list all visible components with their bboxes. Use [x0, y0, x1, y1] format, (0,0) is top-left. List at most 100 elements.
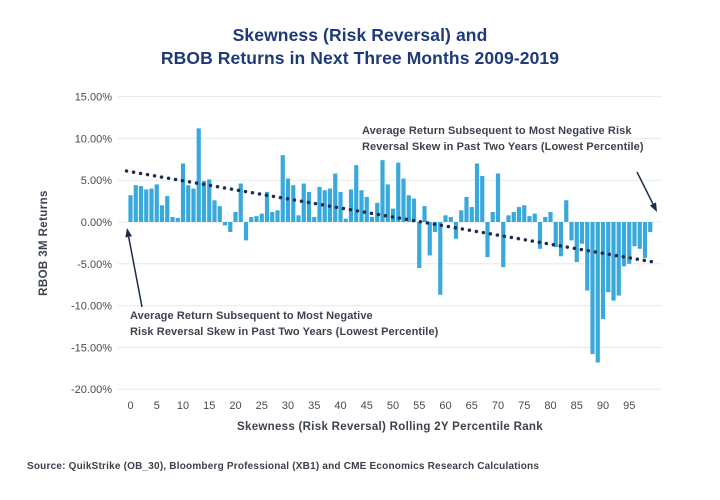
bar — [186, 185, 191, 222]
annotation-right-line2: Reversal Skew in Past Two Years (Lowest … — [362, 140, 644, 153]
y-axis-title: RBOB 3M Returns — [38, 190, 50, 296]
annotation-left-line1: Average Return Subsequent to Most Negati… — [130, 310, 373, 322]
bar — [291, 185, 296, 222]
bar — [537, 222, 543, 249]
bar — [354, 165, 359, 222]
bar — [333, 173, 338, 222]
bar — [196, 128, 201, 222]
bar — [180, 163, 186, 222]
bar — [480, 176, 485, 222]
bar — [411, 198, 417, 222]
bar — [642, 222, 648, 258]
bar — [201, 181, 207, 222]
y-tick-label: -5.00% — [77, 259, 112, 271]
y-tick-label: -10.00% — [71, 301, 112, 313]
bar — [438, 222, 443, 295]
bar — [637, 222, 642, 249]
bar — [495, 173, 501, 222]
chart-title-line1: Skewness (Risk Reversal) and — [232, 25, 488, 45]
bar — [616, 222, 621, 296]
y-tick-label: -15.00% — [71, 342, 112, 354]
bar — [322, 190, 327, 222]
bar — [516, 206, 522, 222]
right-annotation-arrow — [636, 171, 654, 205]
bar — [238, 183, 243, 222]
bar — [595, 222, 600, 363]
bar — [254, 216, 259, 222]
x-tick-label: 45 — [361, 400, 373, 412]
bar — [359, 190, 364, 222]
right-annotation-arrow-head — [649, 202, 657, 212]
bar — [149, 188, 154, 222]
bar — [548, 211, 553, 222]
left-annotation-arrow — [127, 236, 143, 308]
bar — [296, 215, 301, 222]
bar — [390, 208, 396, 222]
bar — [606, 222, 611, 293]
bar — [453, 222, 459, 239]
y-tick-label: 10.00% — [75, 133, 113, 145]
bar — [338, 191, 343, 222]
bar — [511, 211, 516, 222]
source-note: Source: QuikStrike (OB_30), Bloomberg Pr… — [27, 461, 540, 472]
bar — [464, 196, 469, 222]
x-tick-label: 75 — [518, 400, 530, 412]
bar — [170, 216, 175, 222]
bar — [443, 215, 448, 222]
trendline — [124, 169, 656, 264]
chart-title-line2: RBOB Returns in Next Three Months 2009-2… — [160, 48, 560, 68]
bar — [270, 211, 275, 222]
bar — [348, 189, 354, 222]
bar — [574, 222, 579, 263]
bar — [312, 216, 317, 222]
x-tick-label: 15 — [203, 400, 215, 412]
bar — [175, 217, 180, 222]
bar — [128, 195, 133, 222]
bar — [301, 183, 306, 222]
annotation-left-line2: Risk Reversal Skew in Past Two Years (Lo… — [130, 325, 439, 338]
bar — [469, 206, 474, 222]
x-tick-label: 10 — [177, 400, 189, 412]
bar — [207, 179, 212, 222]
bar — [417, 222, 422, 268]
y-tick-label: 0.00% — [81, 217, 112, 229]
bar — [627, 222, 632, 264]
y-tick-label: -20.00% — [71, 384, 112, 396]
x-tick-label: 30 — [282, 400, 294, 412]
bar — [569, 222, 574, 241]
bar — [249, 216, 254, 222]
bar — [501, 222, 506, 268]
bar — [165, 196, 170, 222]
bar — [579, 222, 585, 244]
bar — [364, 196, 369, 222]
bar — [558, 222, 564, 257]
bar — [422, 206, 427, 222]
x-tick-label: 60 — [439, 400, 451, 412]
bar — [144, 189, 149, 222]
x-tick-label: 5 — [154, 400, 160, 412]
bar — [527, 216, 532, 222]
bar — [611, 222, 616, 301]
x-tick-label: 40 — [334, 400, 346, 412]
bar — [154, 184, 159, 222]
x-tick-label: 55 — [413, 400, 425, 412]
bar — [485, 222, 490, 258]
x-tick-label: 85 — [571, 400, 583, 412]
annotation-left: Average Return Subsequent to Most Negati… — [130, 309, 438, 340]
bar — [459, 210, 464, 222]
bar — [406, 195, 411, 222]
x-axis-title: Skewness (Risk Reversal) Rolling 2Y Perc… — [237, 421, 543, 433]
bar — [228, 222, 233, 233]
y-tick-label: 15.00% — [75, 92, 113, 104]
bar — [369, 216, 375, 222]
bar — [448, 216, 453, 222]
bar — [522, 205, 527, 222]
x-tick-label: 65 — [466, 400, 478, 412]
x-tick-label: 35 — [308, 400, 320, 412]
bar — [138, 186, 144, 222]
bar — [532, 213, 537, 222]
bar — [264, 191, 270, 222]
bar — [243, 222, 249, 241]
